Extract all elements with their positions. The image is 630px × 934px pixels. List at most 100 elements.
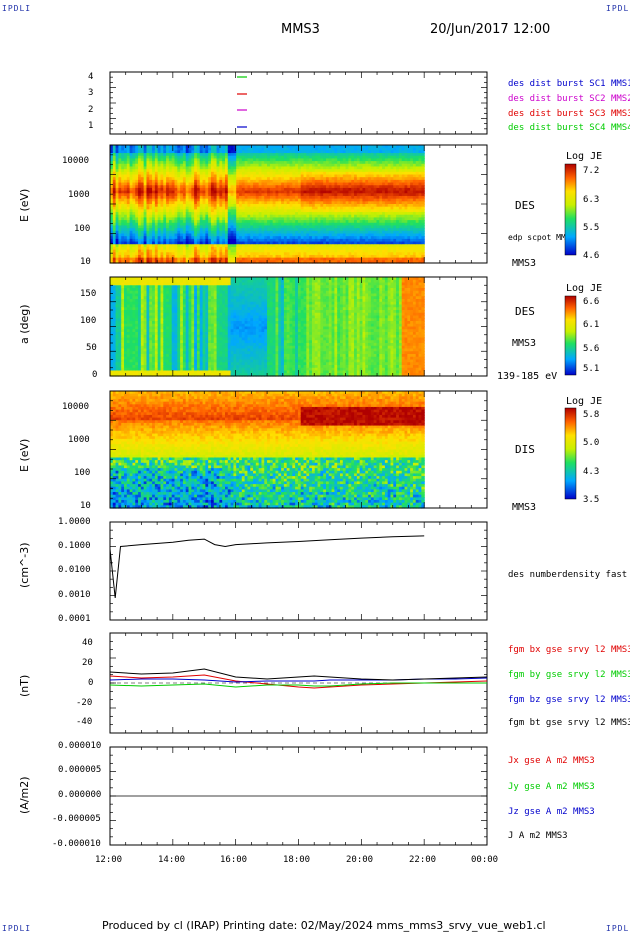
des-energy-cell — [202, 236, 206, 240]
des-energy-cell — [185, 158, 190, 162]
des-energy-cell — [180, 153, 184, 157]
des-energy-cell — [233, 236, 237, 240]
des-energy-cell — [199, 225, 204, 229]
des-energy-cell — [241, 204, 246, 208]
des-energy-cell — [241, 190, 246, 194]
des-energy-cell — [168, 225, 173, 229]
des-energy-cell — [174, 228, 178, 232]
des-energy-cell — [166, 230, 170, 235]
des-energy-cell — [166, 187, 170, 192]
des-energy-cell — [244, 166, 249, 170]
des-energy-cell — [118, 166, 122, 170]
des-energy-cell — [185, 238, 190, 243]
des-energy-cell — [121, 244, 125, 248]
des-energy-cell — [191, 249, 195, 253]
des-energy-cell — [182, 150, 187, 154]
des-energy-cell — [241, 174, 246, 178]
des-energy-cell — [196, 236, 201, 240]
des-energy-cell — [202, 209, 206, 213]
des-energy-cell — [213, 190, 218, 194]
des-energy-cell — [126, 177, 131, 181]
des-energy-cell — [115, 241, 120, 245]
des-energy-cell — [163, 190, 167, 194]
cbar-tick: 6.6 — [583, 297, 600, 307]
des-energy-cell — [199, 230, 204, 235]
des-energy-cell — [188, 254, 192, 259]
des-energy-cell — [227, 222, 232, 227]
des-energy-cell — [143, 169, 148, 173]
des-energy-cell — [112, 177, 117, 181]
des-energy-cell — [182, 161, 187, 165]
des-energy-cell — [216, 246, 220, 251]
des-energy-cell — [152, 182, 156, 186]
des-energy-cell — [168, 204, 173, 208]
des-energy-cell — [236, 238, 240, 243]
des-energy-cell — [177, 190, 181, 194]
des-energy-cell — [182, 204, 187, 208]
des-energy-cell — [138, 238, 142, 243]
des-energy-cell — [160, 187, 164, 192]
des-energy-cell — [194, 241, 198, 245]
des-energy-cell — [129, 153, 134, 157]
des-energy-cell — [140, 195, 145, 200]
des-energy-cell — [149, 190, 153, 194]
des-energy-cell — [199, 193, 204, 197]
des-energy-cell — [129, 246, 134, 251]
des-energy-cell — [152, 260, 156, 264]
des-energy-cell — [140, 217, 145, 221]
des-energy-cell — [129, 166, 134, 170]
des-energy-cell — [210, 179, 215, 184]
des-energy-cell — [124, 182, 128, 186]
des-energy-cell — [241, 161, 246, 165]
des-energy-cell — [244, 174, 249, 178]
des-energy-cell — [182, 260, 187, 264]
des-energy-cell — [225, 236, 229, 240]
des-energy-cell — [138, 147, 142, 151]
des-energy-cell — [121, 201, 125, 205]
des-energy-cell — [149, 254, 153, 259]
des-energy-cell — [194, 238, 198, 243]
des-energy-cell — [208, 150, 212, 154]
des-energy-cell — [152, 166, 156, 170]
des-energy-cell — [152, 212, 156, 216]
des-energy-cell — [168, 161, 173, 165]
des-energy-cell — [168, 236, 173, 240]
des-energy-cell — [210, 195, 215, 200]
des-energy-cell — [216, 249, 220, 253]
des-energy-cell — [171, 158, 176, 162]
des-energy-cell — [216, 209, 220, 213]
des-energy-cell — [213, 201, 218, 205]
des-energy-cell — [157, 177, 162, 181]
des-energy-cell — [199, 236, 204, 240]
des-energy-cell — [216, 179, 220, 184]
des-energy-cell — [202, 206, 206, 210]
des-energy-cell — [230, 174, 235, 178]
des-energy-cell — [216, 147, 220, 151]
des-energy-cell — [140, 246, 145, 251]
des-energy-cell — [171, 201, 176, 205]
des-energy-cell — [110, 198, 114, 202]
des-energy-cell — [135, 177, 139, 181]
des-energy-cell — [196, 161, 201, 165]
des-energy-cell — [135, 204, 139, 208]
des-energy-cell — [135, 217, 139, 221]
des-energy-cell — [177, 220, 181, 224]
des-energy-cell — [168, 228, 173, 232]
des-energy-cell — [115, 201, 120, 205]
des-energy-cell — [121, 158, 125, 162]
des-energy-cell — [160, 163, 164, 168]
des-energy-cell — [118, 204, 122, 208]
des-energy-cell — [143, 228, 148, 232]
des-energy-cell — [166, 257, 170, 261]
des-energy-cell — [152, 171, 156, 176]
des-energy-cell — [132, 257, 136, 261]
des-energy-cell — [135, 238, 139, 243]
des-energy-cell — [177, 209, 181, 213]
des-energy-cell — [213, 246, 218, 251]
des-energy-cell — [132, 252, 136, 256]
des-energy-cell — [129, 163, 134, 168]
des-energy-cell — [222, 252, 226, 256]
des-energy-cell — [194, 209, 198, 213]
des-energy-cell — [171, 204, 176, 208]
des-energy-cell — [241, 187, 246, 192]
